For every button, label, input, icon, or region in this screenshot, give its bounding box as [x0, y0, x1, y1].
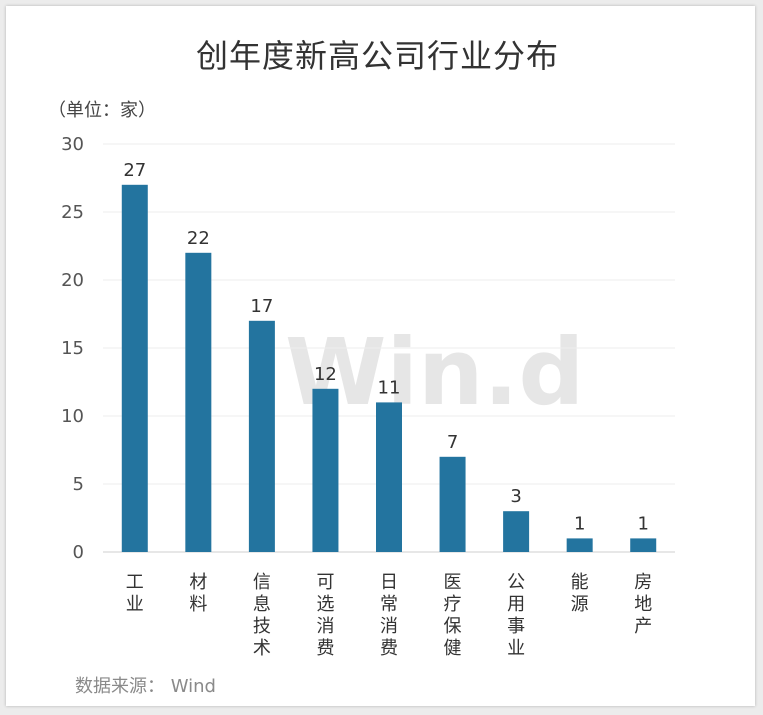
bar — [312, 388, 339, 552]
bar — [439, 456, 466, 552]
y-tick-label: 0 — [73, 542, 84, 563]
data-label: 12 — [314, 364, 337, 385]
data-label: 22 — [187, 228, 210, 249]
category-label: 信息技术 — [253, 572, 271, 659]
y-tick-label: 25 — [61, 202, 84, 223]
x-axis: 工业 材料 信息技术 可选消费 日常消费 医疗保健 公用事业 能源 房地产 — [126, 572, 652, 659]
y-tick-label: 15 — [61, 338, 84, 359]
data-label: 1 — [574, 513, 585, 534]
bar — [248, 320, 275, 552]
data-label: 11 — [378, 377, 401, 398]
y-tick-label: 10 — [61, 406, 84, 427]
data-label: 7 — [447, 432, 458, 453]
data-source: 数据来源： Wind — [75, 676, 216, 697]
data-label: 1 — [637, 513, 648, 534]
bar — [121, 184, 148, 553]
y-tick-label: 5 — [73, 474, 84, 495]
data-label: 27 — [123, 160, 146, 181]
y-axis: 0 5 10 15 20 25 30 — [61, 134, 84, 563]
bar — [376, 402, 402, 552]
data-label: 17 — [250, 296, 273, 317]
y-tick-label: 20 — [61, 270, 84, 291]
category-label: 公用事业 — [507, 572, 525, 659]
bar — [630, 538, 657, 552]
bar — [185, 252, 212, 553]
category-label: 材料 — [189, 572, 207, 615]
data-label: 3 — [510, 486, 521, 507]
category-label: 工业 — [126, 572, 144, 615]
category-label: 医疗保健 — [444, 572, 462, 659]
unit-label: （单位：家） — [48, 100, 156, 121]
y-tick-label: 30 — [61, 134, 84, 155]
bar — [566, 538, 593, 552]
category-label: 可选消费 — [316, 572, 334, 659]
bar — [503, 511, 530, 552]
category-label: 日常消费 — [380, 572, 398, 659]
category-label: 房地产 — [634, 572, 652, 637]
chart-title: 创年度新高公司行业分布 — [195, 37, 559, 75]
category-label: 能源 — [571, 572, 589, 615]
